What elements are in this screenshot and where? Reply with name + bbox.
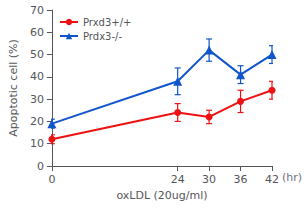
svg-text:30: 30 bbox=[30, 93, 44, 106]
svg-text:10: 10 bbox=[30, 137, 44, 150]
svg-text:0: 0 bbox=[37, 160, 44, 173]
svg-text:(hr): (hr) bbox=[282, 171, 302, 184]
svg-text:Prxd3+/+: Prxd3+/+ bbox=[83, 17, 131, 28]
svg-text:50: 50 bbox=[30, 48, 44, 61]
svg-text:24: 24 bbox=[171, 173, 185, 186]
svg-text:42: 42 bbox=[265, 173, 279, 186]
svg-text:0: 0 bbox=[48, 173, 55, 186]
svg-text:20: 20 bbox=[30, 115, 44, 128]
svg-text:oxLDL (20ug/ml): oxLDL (20ug/ml) bbox=[116, 189, 207, 202]
svg-text:40: 40 bbox=[30, 70, 44, 83]
svg-text:30: 30 bbox=[202, 173, 216, 186]
svg-text:70: 70 bbox=[30, 4, 44, 17]
svg-text:36: 36 bbox=[234, 173, 248, 186]
svg-text:Apoptotic cell (%): Apoptotic cell (%) bbox=[7, 39, 20, 137]
svg-text:60: 60 bbox=[30, 26, 44, 39]
svg-text:Prdx3-/-: Prdx3-/- bbox=[83, 31, 122, 42]
